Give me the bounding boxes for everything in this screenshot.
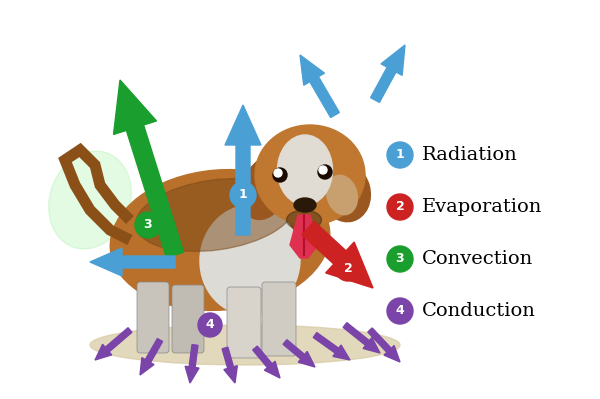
Text: 3: 3 bbox=[395, 253, 404, 265]
Ellipse shape bbox=[277, 135, 332, 205]
Text: Radiation: Radiation bbox=[422, 146, 518, 164]
FancyArrow shape bbox=[302, 221, 373, 288]
FancyArrow shape bbox=[313, 332, 350, 360]
FancyArrow shape bbox=[300, 55, 340, 118]
Text: 4: 4 bbox=[206, 318, 214, 332]
Ellipse shape bbox=[294, 198, 316, 212]
Text: 3: 3 bbox=[143, 219, 152, 231]
Circle shape bbox=[387, 246, 413, 272]
FancyArrow shape bbox=[113, 80, 184, 258]
Ellipse shape bbox=[90, 325, 400, 365]
FancyArrow shape bbox=[90, 248, 175, 276]
Circle shape bbox=[319, 166, 327, 174]
Circle shape bbox=[273, 168, 287, 182]
Ellipse shape bbox=[136, 179, 295, 251]
Circle shape bbox=[387, 298, 413, 324]
FancyArrow shape bbox=[95, 328, 132, 360]
FancyBboxPatch shape bbox=[227, 287, 261, 358]
Circle shape bbox=[135, 212, 161, 238]
Text: Convection: Convection bbox=[422, 250, 533, 268]
Ellipse shape bbox=[200, 205, 300, 315]
Circle shape bbox=[335, 255, 361, 281]
Ellipse shape bbox=[110, 170, 330, 310]
Text: 2: 2 bbox=[344, 261, 352, 275]
Ellipse shape bbox=[255, 125, 365, 225]
FancyBboxPatch shape bbox=[262, 282, 296, 356]
Circle shape bbox=[318, 165, 332, 179]
FancyArrow shape bbox=[283, 340, 315, 367]
FancyArrow shape bbox=[140, 338, 163, 375]
Polygon shape bbox=[290, 215, 318, 258]
Text: Evaporation: Evaporation bbox=[422, 198, 542, 216]
FancyArrow shape bbox=[253, 346, 280, 378]
Ellipse shape bbox=[320, 162, 370, 222]
Text: 1: 1 bbox=[395, 148, 404, 162]
Circle shape bbox=[387, 194, 413, 220]
FancyArrow shape bbox=[225, 105, 261, 235]
Text: 4: 4 bbox=[395, 304, 404, 318]
Circle shape bbox=[230, 182, 256, 208]
Ellipse shape bbox=[49, 151, 131, 249]
FancyArrow shape bbox=[343, 323, 380, 353]
FancyBboxPatch shape bbox=[137, 282, 169, 353]
Text: 1: 1 bbox=[239, 188, 247, 201]
Circle shape bbox=[274, 169, 282, 177]
FancyArrow shape bbox=[371, 45, 405, 103]
Ellipse shape bbox=[326, 175, 358, 215]
FancyArrow shape bbox=[185, 345, 199, 383]
Ellipse shape bbox=[287, 210, 322, 230]
FancyArrow shape bbox=[368, 328, 400, 362]
FancyArrow shape bbox=[222, 347, 238, 383]
Circle shape bbox=[198, 313, 222, 337]
Circle shape bbox=[387, 142, 413, 168]
Text: 2: 2 bbox=[395, 201, 404, 213]
FancyBboxPatch shape bbox=[172, 285, 204, 353]
Text: Conduction: Conduction bbox=[422, 302, 536, 320]
Ellipse shape bbox=[241, 156, 289, 219]
